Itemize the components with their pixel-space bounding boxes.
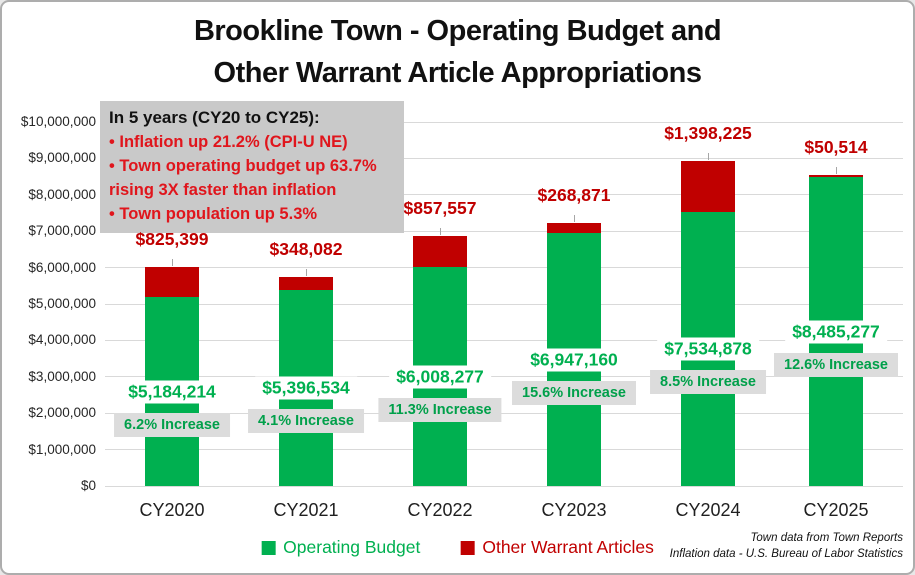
bar-segment-other-warrant-articles — [809, 175, 863, 178]
y-axis-tick-label: $3,000,000 — [28, 368, 96, 384]
increase-badge: 8.5% Increase — [650, 369, 766, 394]
footer-line2: Inflation data - U.S. Bureau of Labor St… — [669, 547, 903, 560]
y-axis-tick-label: $6,000,000 — [28, 259, 96, 275]
annotation-bullet-budget: • Town operating budget up 63.7% rising … — [109, 157, 377, 199]
footer-line1: Town data from Town Reports — [750, 532, 903, 544]
gridline — [105, 194, 903, 196]
y-axis-tick-label: $8,000,000 — [28, 186, 96, 202]
y-axis-tick-label: $5,000,000 — [28, 296, 96, 311]
operating-budget-swatch-icon — [261, 540, 276, 555]
warrant-articles-value-label: $268,871 — [537, 185, 611, 206]
increase-badge: 11.3% Increase — [378, 397, 502, 422]
operating-budget-value-label: $7,534,878 — [657, 337, 759, 361]
warrant-articles-value-label: $857,557 — [403, 198, 477, 219]
legend-label-other-warrant-articles: Other Warrant Articles — [482, 537, 654, 557]
leader-line — [440, 228, 441, 236]
operating-budget-value-label: $6,008,277 — [389, 365, 491, 389]
chart-title: Brookline Town - Operating Budget and Ot… — [2, 10, 913, 94]
gridline — [105, 230, 903, 232]
leader-line — [708, 152, 709, 160]
bar-segment-other-warrant-articles — [681, 160, 735, 212]
y-axis-tick-label: $0 — [80, 478, 96, 493]
gridline — [105, 376, 903, 378]
y-axis-tick-label: $7,000,000 — [28, 223, 96, 239]
y-axis-tick-label: $9,000,000 — [28, 150, 96, 166]
operating-budget-value-label: $6,947,160 — [523, 348, 625, 372]
bar-segment-other-warrant-articles — [145, 267, 199, 298]
chart-title-line1: Brookline Town - Operating Budget and — [193, 15, 722, 47]
gridline — [105, 449, 903, 451]
bar-segment-other-warrant-articles — [279, 276, 333, 290]
x-axis-label: CY2021 — [273, 500, 339, 520]
warrant-articles-value-label: $348,082 — [269, 238, 343, 259]
warrant-articles-value-label: $50,514 — [804, 137, 868, 158]
annotation-bullet-inflation: • Inflation up 21.2% (CPI-U NE) — [109, 133, 348, 151]
gridline — [105, 157, 903, 159]
leader-line — [306, 268, 307, 276]
x-axis-label: CY2023 — [541, 500, 607, 520]
operating-budget-value-label: $5,396,534 — [255, 376, 357, 400]
gridline — [105, 267, 903, 269]
annotation-heading: In 5 years (CY20 to CY25): — [109, 108, 320, 127]
leader-line — [836, 167, 837, 175]
gridline — [105, 121, 903, 123]
bar-segment-other-warrant-articles — [413, 236, 467, 268]
gridline — [105, 339, 903, 341]
y-axis-tick-label: $10,000,000 — [20, 114, 96, 129]
gridline — [105, 412, 903, 414]
increase-badge: 4.1% Increase — [248, 408, 364, 433]
gridline — [105, 303, 903, 305]
chart-title-line2: Other Warrant Article Appropriations — [213, 57, 702, 89]
y-axis-tick-label: $2,000,000 — [28, 405, 96, 421]
x-axis-label: CY2020 — [139, 500, 205, 520]
x-axis-label: CY2024 — [675, 500, 741, 520]
gridline — [105, 485, 903, 487]
y-axis-tick-label: $4,000,000 — [28, 332, 96, 348]
legend: Operating Budget Other Warrant Articles — [261, 537, 654, 558]
other-warrant-articles-swatch-icon — [460, 540, 475, 555]
bar-segment-other-warrant-articles — [547, 223, 601, 234]
leader-line — [574, 215, 575, 223]
leader-line — [172, 259, 173, 267]
legend-item-operating-budget: Operating Budget — [261, 537, 420, 558]
warrant-articles-value-label: $1,398,225 — [664, 122, 752, 143]
operating-budget-value-label: $8,485,277 — [785, 320, 887, 344]
warrant-articles-value-label: $825,399 — [135, 229, 209, 250]
annotation-bullet-population: • Town population up 5.3% — [109, 205, 318, 223]
increase-badge: 15.6% Increase — [512, 380, 636, 405]
operating-budget-value-label: $5,184,214 — [121, 380, 223, 404]
x-axis-label: CY2022 — [407, 500, 473, 520]
increase-badge: 12.6% Increase — [774, 352, 898, 377]
x-axis-label: CY2025 — [803, 500, 869, 520]
annotation-box: In 5 years (CY20 to CY25): • Inflation u… — [100, 101, 404, 233]
increase-badge: 6.2% Increase — [114, 412, 230, 437]
legend-label-operating-budget: Operating Budget — [283, 537, 421, 557]
y-axis-tick-label: $1,000,000 — [28, 441, 96, 457]
data-source-footer: Town data from Town Reports Inflation da… — [670, 531, 903, 562]
legend-item-other-warrant-articles: Other Warrant Articles — [460, 537, 654, 558]
